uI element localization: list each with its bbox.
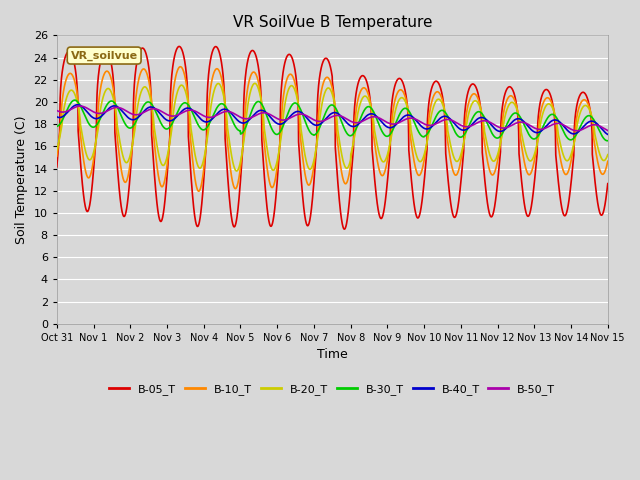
Text: VR_soilvue: VR_soilvue [70,50,138,60]
Title: VR SoilVue B Temperature: VR SoilVue B Temperature [232,15,432,30]
Y-axis label: Soil Temperature (C): Soil Temperature (C) [15,115,28,244]
X-axis label: Time: Time [317,348,348,361]
Legend: B-05_T, B-10_T, B-20_T, B-30_T, B-40_T, B-50_T: B-05_T, B-10_T, B-20_T, B-30_T, B-40_T, … [105,379,560,399]
